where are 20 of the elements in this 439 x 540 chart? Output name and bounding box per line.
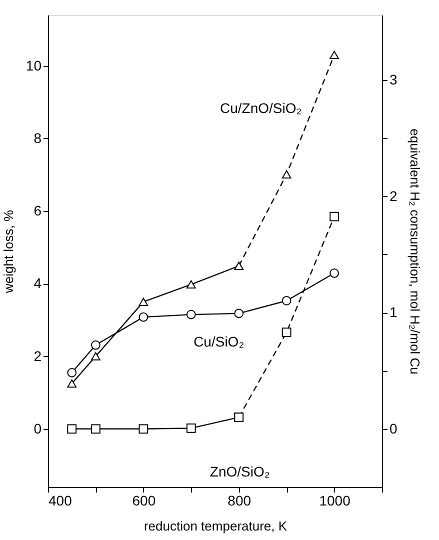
- y-tick-label: 6: [34, 202, 42, 219]
- y2-tick-label: 3: [390, 72, 398, 88]
- y-tick-label: 8: [34, 130, 42, 146]
- y2-tick-label: 2: [390, 188, 398, 204]
- y2-tick-label: 0: [390, 420, 398, 436]
- x-tick-label: 400: [48, 492, 72, 508]
- y-tick-label: 2: [34, 348, 42, 364]
- y-tick-label: 10: [26, 57, 42, 74]
- series-label: Cu/SiO₂: [194, 333, 244, 350]
- x-tick-label: 600: [132, 492, 156, 508]
- y-tick-label: 0: [34, 420, 42, 436]
- y2-axis-title: equivalent H₂ consumption, mol H₂/mol Cu: [407, 128, 422, 374]
- x-axis-title: reduction temperature, K: [144, 518, 288, 534]
- series-label: Cu/ZnO/SiO₂: [220, 100, 302, 116]
- y-axis-title: weight loss, %: [0, 210, 16, 294]
- text: ZnO/SiO₂: [210, 463, 270, 480]
- x-tick-label: 1000: [319, 492, 351, 508]
- x-tick-label: 800: [228, 492, 252, 508]
- y-tick-label: 4: [34, 275, 42, 292]
- y2-tick-label: 1: [390, 304, 398, 320]
